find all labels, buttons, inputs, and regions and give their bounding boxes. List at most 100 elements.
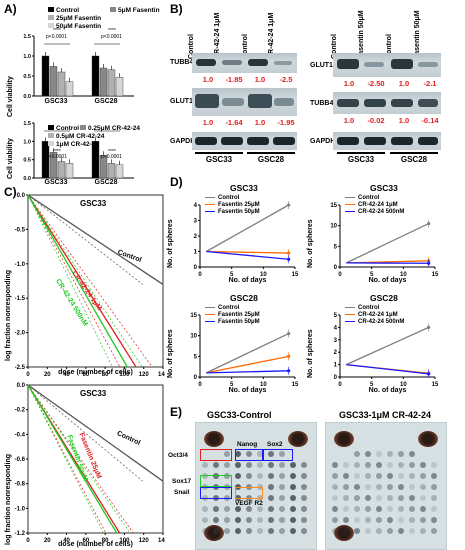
c1-title: GSC33 bbox=[80, 199, 107, 208]
c2-xtick-label: 40 bbox=[63, 538, 70, 544]
array-spot bbox=[257, 506, 263, 512]
d1-ylabel: No. of spheres bbox=[307, 219, 314, 268]
a2-ytick-label: 0.0 bbox=[23, 176, 31, 182]
array-spot bbox=[246, 462, 252, 468]
e-label-sox2: Sox2 bbox=[267, 441, 283, 448]
c2-xtick-label: 60 bbox=[83, 538, 90, 544]
array-spot bbox=[213, 506, 219, 512]
legend-a1-1: 5μM Fasentin bbox=[110, 7, 160, 14]
blot-glut1-left bbox=[192, 88, 297, 116]
array-spot bbox=[224, 462, 230, 468]
a1-ylabel: Cell viability bbox=[7, 76, 14, 117]
array-spot bbox=[365, 462, 371, 468]
b-right-tubb4-val-2: 1.0 bbox=[398, 116, 410, 125]
a2-bar bbox=[107, 163, 116, 179]
c1-xtick-label: 120 bbox=[139, 372, 150, 378]
array-spot bbox=[431, 484, 437, 490]
d0-ytick-label: 1 bbox=[194, 250, 198, 256]
a2-ytick-label: 1.5 bbox=[23, 121, 31, 127]
d1-legend-2: CR-42-24 500nM bbox=[345, 209, 404, 215]
blot-gapdh-left bbox=[192, 132, 297, 150]
array-spot bbox=[301, 506, 307, 512]
array-spot bbox=[387, 462, 393, 468]
c2-xtick-label: 140 bbox=[158, 538, 165, 544]
c1-ytick-label: -0.5 bbox=[15, 227, 26, 233]
a1-ytick-label: 0.5 bbox=[23, 74, 31, 80]
d1-series-line bbox=[346, 223, 429, 264]
array-spot bbox=[224, 528, 230, 534]
array-spot bbox=[409, 517, 415, 523]
a1-bar bbox=[91, 55, 100, 97]
d0-ylabel: No. of spheres bbox=[167, 219, 174, 268]
a2-p-0: p<0.0001 bbox=[46, 154, 67, 160]
a1-bar bbox=[99, 67, 108, 97]
a2-bar bbox=[57, 161, 66, 179]
reference-spot bbox=[334, 431, 354, 447]
panel-b: Control CR-42-24 1μM Control CR-42-24 1μ… bbox=[165, 0, 465, 175]
array-spot bbox=[398, 495, 404, 501]
a1-bar bbox=[57, 71, 66, 97]
a1-bar bbox=[107, 69, 116, 97]
array-spot bbox=[279, 528, 285, 534]
array-spot bbox=[332, 462, 338, 468]
panel-e: GSC33-Control GSC33-1μM CR-42-24 Oct3/4 … bbox=[165, 405, 465, 550]
legend-a2-3: 1μM CR-42-24 bbox=[48, 141, 104, 149]
array-spot bbox=[376, 495, 382, 501]
c2-ytick-label: -0.4 bbox=[15, 432, 26, 438]
array-spot bbox=[431, 528, 437, 534]
array-spot bbox=[387, 484, 393, 490]
d0-xtick-label: 15 bbox=[292, 272, 299, 278]
d3-xlabel: No. of days bbox=[368, 387, 407, 394]
d3-ytick-label: 4 bbox=[334, 325, 338, 331]
d2-legend-2: Fasentin 50μM bbox=[205, 319, 260, 325]
c1-series-line bbox=[27, 194, 137, 368]
array-spot bbox=[409, 506, 415, 512]
d1-ytick-label: 5 bbox=[334, 244, 338, 250]
array-spot bbox=[431, 462, 437, 468]
array-spot bbox=[202, 506, 208, 512]
array-spot bbox=[354, 495, 360, 501]
array-spot bbox=[301, 473, 307, 479]
b-right-glut1-val-2: 1.0 bbox=[398, 79, 410, 88]
b-left-tubb4-val-2: 1.0 bbox=[254, 75, 266, 84]
array-spot bbox=[257, 473, 263, 479]
d3-title: GSC28 bbox=[370, 293, 398, 303]
array-spot bbox=[279, 451, 285, 457]
array-spot bbox=[398, 517, 404, 523]
array-spot bbox=[398, 473, 404, 479]
array-spot bbox=[420, 528, 426, 534]
d3-ytick-label: 0 bbox=[334, 375, 338, 381]
array-spot bbox=[279, 473, 285, 479]
d3-xtick-label: 0 bbox=[338, 382, 342, 388]
array-spot bbox=[246, 528, 252, 534]
a1-stars-1: **** bbox=[108, 28, 116, 34]
array-spot bbox=[376, 451, 382, 457]
array-spot bbox=[279, 495, 285, 501]
array-spot bbox=[387, 517, 393, 523]
d3-ytick-label: 5 bbox=[334, 313, 338, 319]
d2-ytick-label: 0 bbox=[194, 375, 198, 381]
d1-xtick-label: 5 bbox=[370, 272, 374, 278]
array-spot bbox=[246, 517, 252, 523]
c2-ylabel: log fraction nonresponding bbox=[5, 454, 12, 545]
panel-label-d: D) bbox=[170, 175, 183, 189]
array-spot bbox=[268, 462, 274, 468]
reference-spot bbox=[204, 431, 224, 447]
array-spot bbox=[343, 473, 349, 479]
array-spot bbox=[268, 473, 274, 479]
d0-series-line bbox=[206, 250, 289, 254]
array-spot bbox=[387, 451, 393, 457]
d2-series-line bbox=[206, 333, 289, 374]
box-snail bbox=[200, 487, 232, 499]
array-spot bbox=[398, 506, 404, 512]
array-spot bbox=[235, 517, 241, 523]
d3-series-line bbox=[346, 326, 429, 366]
array-spot bbox=[376, 528, 382, 534]
box-sox2 bbox=[263, 449, 293, 461]
c2-xtick-label: 20 bbox=[44, 538, 51, 544]
d3-series-line bbox=[346, 363, 429, 375]
b-left-group-1: GSC28 bbox=[257, 155, 285, 164]
d0-xlabel: No. of days bbox=[228, 277, 267, 284]
d1-legend-1: CR-42-24 1μM bbox=[345, 202, 398, 208]
b-left-glut1-val-1: -1.64 bbox=[225, 118, 243, 127]
